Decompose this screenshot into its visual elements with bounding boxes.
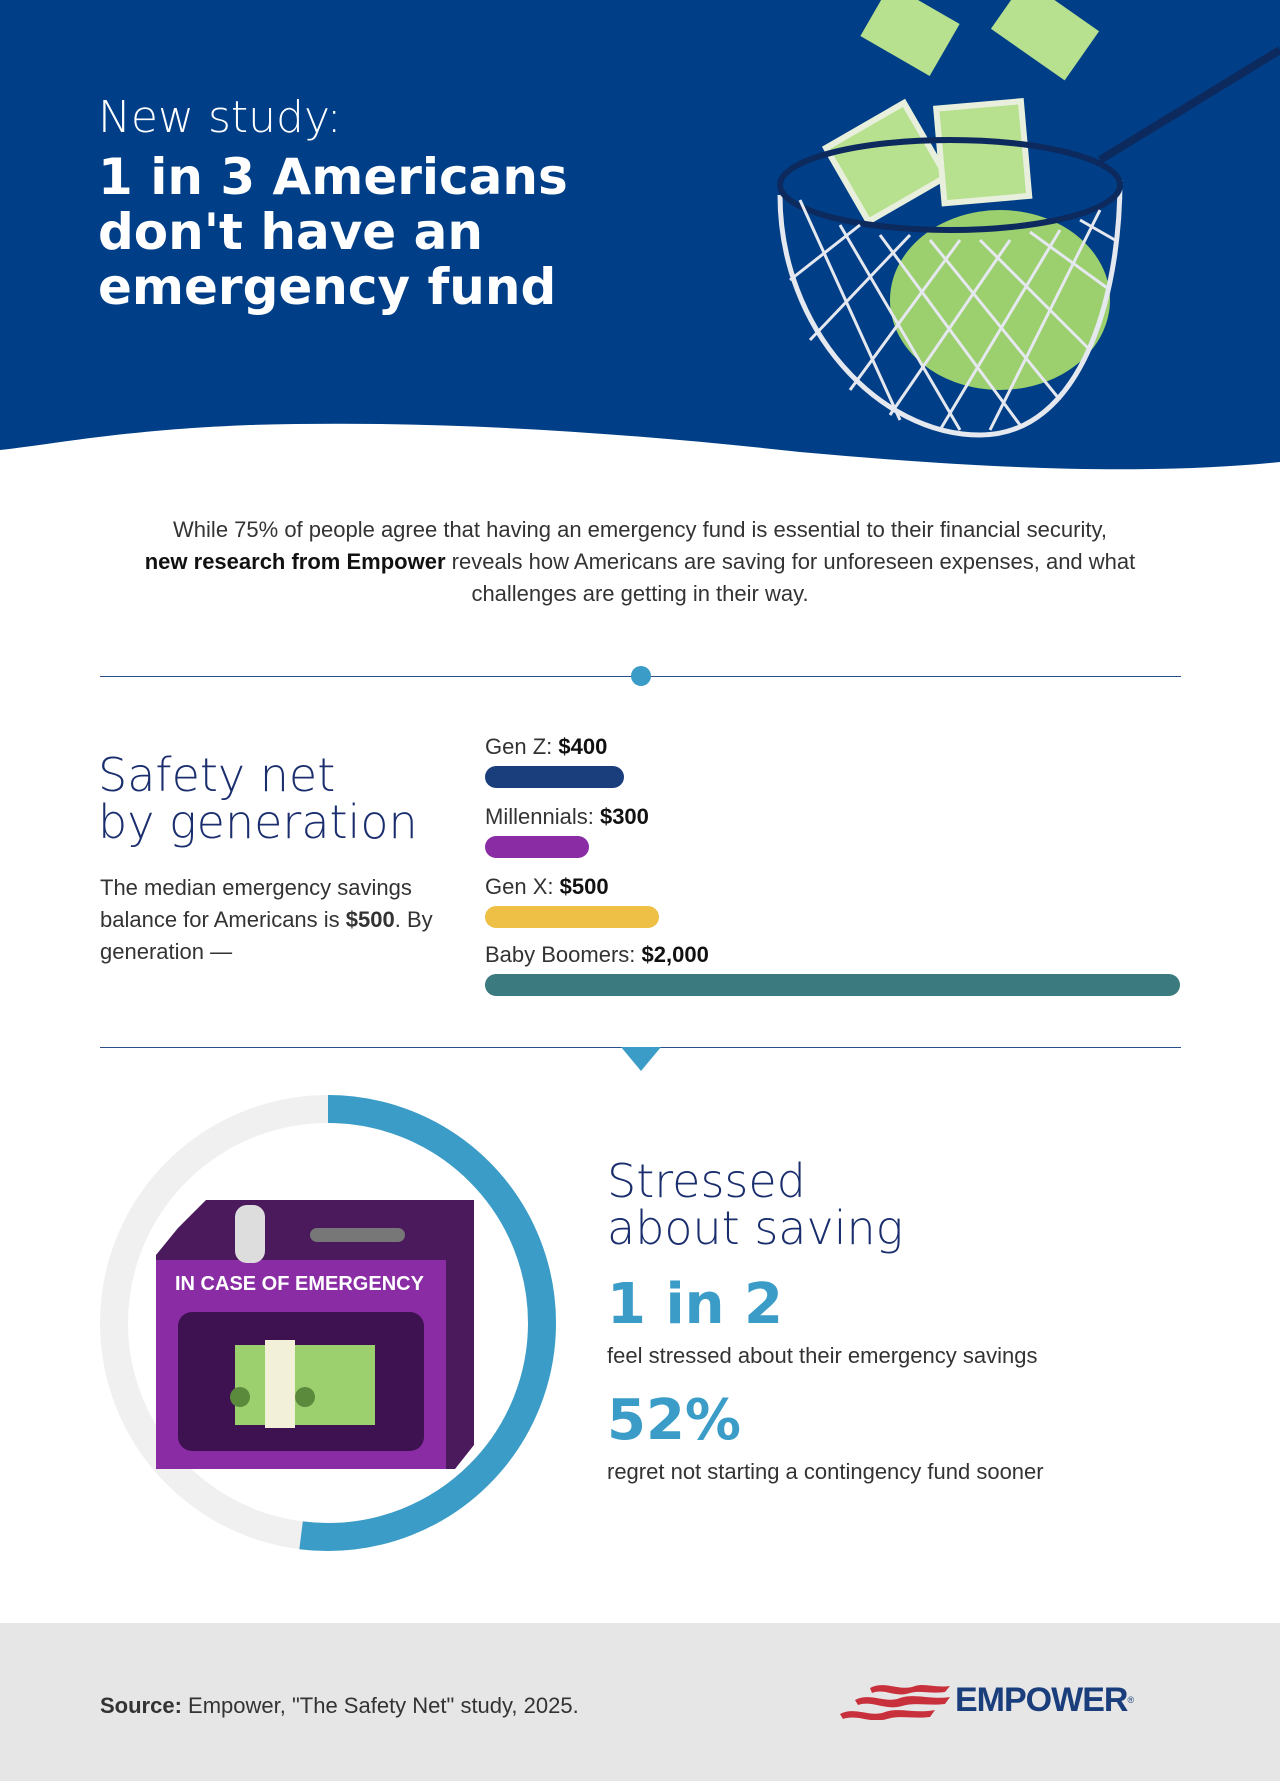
- intro-text: While 75% of people agree that having an…: [173, 517, 1107, 542]
- generation-value: $500: [559, 874, 609, 899]
- hero-title: 1 in 3 Americans don't have an emergency…: [98, 148, 568, 316]
- heading-line: about saving: [607, 1201, 904, 1255]
- source-citation: Source: Empower, "The Safety Net" study,…: [100, 1693, 579, 1719]
- stress-donut-chart: [100, 1095, 556, 1551]
- bar-label: Gen X: $500: [485, 874, 609, 900]
- emergency-box-label: IN CASE OF EMERGENCY: [175, 1273, 424, 1295]
- hero-banner: [0, 0, 1280, 470]
- bar-gen-x: [485, 906, 659, 928]
- desc-bold: $500: [345, 907, 395, 932]
- hero-subtitle: New study:: [98, 92, 342, 143]
- safety-net-description: The median emergency savings balance for…: [100, 872, 450, 968]
- source-text: Empower, "The Safety Net" study, 2025.: [188, 1693, 579, 1718]
- generation-name: Gen X:: [485, 874, 554, 899]
- safety-net-heading: Safety net by generation: [98, 752, 418, 846]
- emergency-box-illustration: [156, 1200, 474, 1469]
- bar-label: Millennials: $300: [485, 804, 649, 830]
- generation-name: Baby Boomers:: [485, 942, 636, 967]
- heading-line: Safety net: [98, 748, 336, 802]
- desc-text: The median emergency savings balance for…: [100, 875, 412, 932]
- donut-arc: [100, 1095, 556, 1551]
- stress-heading: Stressed about saving: [607, 1158, 903, 1252]
- stat-1-text: feel stressed about their emergency savi…: [607, 1343, 1038, 1368]
- generation-name: Millennials:: [485, 804, 594, 829]
- bar-millennials: [485, 836, 590, 858]
- divider-dot: [631, 666, 651, 686]
- bar-label: Gen Z: $400: [485, 734, 607, 760]
- desc-text-2: . By generation —: [100, 907, 433, 964]
- generation-value: $400: [558, 734, 608, 759]
- generation-value: $2,000: [641, 942, 709, 967]
- intro-text-2: reveals how Americans are saving for unf…: [451, 549, 1136, 606]
- footer: [0, 1623, 1280, 1781]
- money-net-illustration: [777, 0, 1280, 438]
- bar-label: Baby Boomers: $2,000: [485, 942, 709, 968]
- empower-wave-icon: [840, 1685, 950, 1720]
- empower-logo: EMPOWER ®: [840, 1680, 1134, 1720]
- stat-2-value: 52%: [607, 1388, 742, 1453]
- bar-baby-boomers: [485, 974, 1180, 996]
- source-label: Source:: [100, 1693, 182, 1718]
- heading-line: Stressed: [607, 1154, 806, 1208]
- intro-bold-text: new research from Empower: [144, 549, 446, 574]
- logo-wordmark: EMPOWER: [955, 1680, 1128, 1719]
- stat-1-value: 1 in 2: [607, 1272, 783, 1337]
- generation-name: Gen Z:: [485, 734, 553, 759]
- heading-line: by generation: [98, 795, 418, 849]
- stat-2-text: regret not starting a contingency fund s…: [607, 1459, 1044, 1484]
- intro-paragraph: While 75% of people agree that having an…: [100, 514, 1180, 610]
- divider-arrow: [621, 1047, 661, 1071]
- generation-value: $300: [599, 804, 649, 829]
- bar-gen-z: [485, 766, 624, 788]
